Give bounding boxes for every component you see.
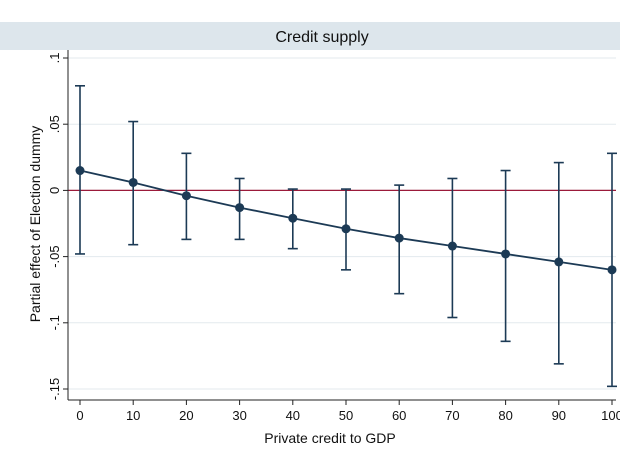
x-tick-label: 0 (76, 408, 83, 423)
estimate-point (181, 191, 191, 201)
y-tick-label: -.15 (47, 378, 62, 400)
estimate-point (607, 265, 617, 275)
estimate-point (128, 177, 138, 187)
plot-background (68, 50, 616, 400)
x-tick-label: 90 (552, 408, 566, 423)
x-tick-label: 20 (179, 408, 193, 423)
y-tick-label: 0 (47, 187, 62, 194)
x-tick-label: 70 (445, 408, 459, 423)
x-tick-label: 100 (601, 408, 620, 423)
x-tick-label: 40 (286, 408, 300, 423)
y-axis-title: Partial effect of Election dummy (27, 126, 43, 323)
y-tick-label: .1 (47, 53, 62, 64)
x-axis-title: Private credit to GDP (264, 430, 396, 446)
y-tick-label: -.1 (47, 315, 62, 330)
title-band (0, 22, 620, 50)
plot-area: .1 .05 0 -.05 -.1 -.15 0 10 20 30 40 50 60 70 80 90 100 (47, 50, 620, 423)
estimate-point (501, 249, 511, 259)
x-tick-label: 80 (498, 408, 512, 423)
estimate-point (235, 203, 245, 213)
estimate-point (447, 241, 457, 251)
estimate-point (288, 213, 298, 223)
x-tick-label: 10 (126, 408, 140, 423)
chart-title: Credit supply (275, 29, 368, 46)
x-tick-label: 50 (339, 408, 353, 423)
y-tick-label: .05 (47, 115, 62, 133)
estimate-point (394, 233, 404, 243)
x-tick-label: 60 (392, 408, 406, 423)
x-tick-label: 30 (232, 408, 246, 423)
estimate-point (554, 257, 564, 267)
estimate-point (341, 224, 351, 234)
y-tick-label: -.05 (47, 245, 62, 267)
estimate-point (75, 166, 85, 176)
